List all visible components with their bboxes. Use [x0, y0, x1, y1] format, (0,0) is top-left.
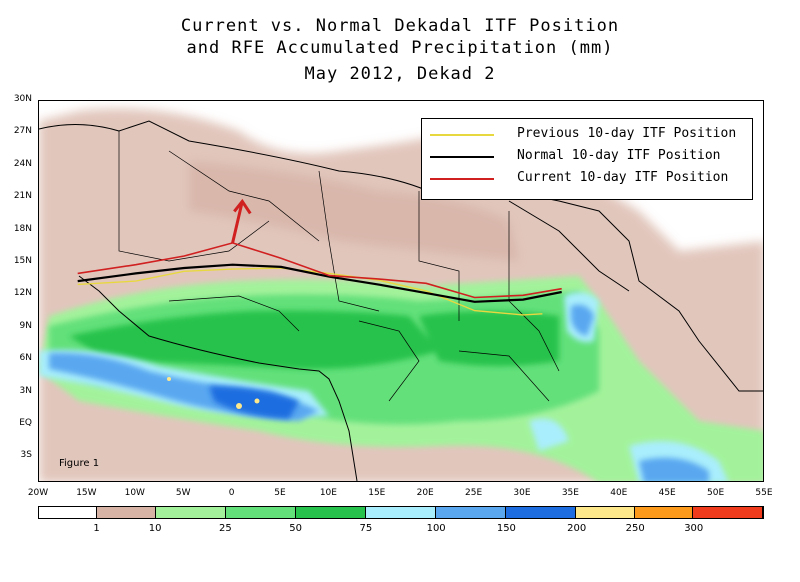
- lat-label: 21N: [13, 191, 32, 202]
- country-borders: [118, 131, 560, 402]
- precip-dark-blue: [209, 386, 299, 419]
- lat-label: 6N: [19, 353, 32, 364]
- lon-label: 15W: [76, 488, 97, 498]
- lon-label: 15E: [368, 488, 386, 498]
- lon-label: 10W: [124, 488, 145, 498]
- legend-label-current: Current 10-day ITF Position: [517, 170, 729, 185]
- lat-label: 24N: [13, 158, 32, 169]
- colorbar-swatch: [97, 507, 156, 518]
- colorbar-label: 100: [426, 523, 446, 534]
- legend-line-previous: [430, 134, 494, 136]
- colorbar-swatch: [155, 507, 226, 518]
- lat-label: EQ: [19, 418, 32, 428]
- itf-arrow: [231, 198, 252, 244]
- lon-label: 40E: [610, 488, 628, 498]
- itf-line-normal: [77, 263, 562, 303]
- legend-label-normal: Normal 10-day ITF Position: [517, 148, 721, 163]
- itf-line-current: [77, 242, 562, 299]
- legend-line-current: [430, 178, 494, 180]
- legend-line-normal: [430, 156, 494, 158]
- precip-dark-green: [69, 310, 559, 370]
- lon-label: 20W: [27, 488, 49, 498]
- lon-label: 45E: [658, 488, 676, 498]
- colorbar-swatch: [576, 507, 635, 518]
- lat-label: 18N: [13, 223, 32, 234]
- colorbar-label: 10: [148, 523, 162, 534]
- itf-lines: [77, 242, 562, 316]
- legend-label-previous: Previous 10-day ITF Position: [517, 126, 737, 141]
- colorbar-swatch: [225, 507, 296, 518]
- lon-label: 30E: [513, 488, 531, 498]
- colorbar-label: 1: [93, 523, 100, 534]
- lon-label: 0: [228, 488, 235, 498]
- title-period: May 2012, Dekad 2: [304, 64, 496, 84]
- colorbar-swatch: [506, 507, 577, 518]
- lon-label: 10E: [319, 488, 337, 498]
- colorbar-label: 300: [684, 523, 704, 534]
- colorbar-swatch: [436, 507, 507, 518]
- colorbar-swatch: [295, 507, 366, 518]
- title-line-1: Current vs. Normal Dekadal ITF Position: [180, 16, 620, 36]
- lon-label: 20E: [416, 488, 434, 498]
- map-canvas: [39, 108, 763, 481]
- legend-item-current: Current 10-day ITF Position: [422, 169, 752, 189]
- colorbar-label: 75: [359, 523, 373, 534]
- lon-label: 55E: [755, 488, 773, 498]
- lon-label: 25E: [465, 488, 483, 498]
- lon-label: 5E: [274, 488, 286, 498]
- lat-label: 12N: [13, 288, 32, 299]
- legend-item-previous: Previous 10-day ITF Position: [422, 125, 752, 145]
- legend-item-normal: Normal 10-day ITF Position: [422, 147, 752, 167]
- title-line-2: and RFE Accumulated Precipitation (mm): [186, 38, 614, 58]
- arrow-shaft: [231, 201, 244, 244]
- lat-label: 30N: [13, 94, 32, 104]
- lon-label: 50E: [707, 488, 725, 498]
- precip-colorbar: [38, 506, 764, 519]
- itf-legend: Previous 10-day ITF Position Normal 10-d…: [421, 118, 753, 200]
- colorbar-label: 50: [289, 523, 302, 534]
- colorbar-swatch: [634, 507, 693, 518]
- lat-label: 3S: [20, 450, 32, 461]
- colorbar-label: 250: [625, 523, 645, 534]
- lon-label: 5W: [175, 488, 191, 498]
- colorbar-label: 200: [567, 523, 587, 534]
- precip-yellow-spots: [167, 377, 260, 409]
- colorbar-label: 150: [496, 523, 516, 534]
- lat-label: 27N: [13, 126, 32, 137]
- colorbar-label: 25: [218, 523, 232, 534]
- lat-label: 15N: [13, 256, 32, 266]
- colorbar-swatch: [365, 507, 436, 518]
- itf-line-previous: [77, 267, 543, 316]
- colorbar-swatch: [692, 507, 763, 518]
- figure-label: Figure 1: [59, 458, 100, 469]
- lat-label: 9N: [19, 320, 32, 331]
- map-area: [38, 100, 764, 482]
- lat-label: 3N: [19, 385, 32, 396]
- arrow-head-icon: [233, 198, 252, 215]
- lon-label: 35E: [561, 488, 579, 498]
- colorbar-swatch: [39, 507, 98, 518]
